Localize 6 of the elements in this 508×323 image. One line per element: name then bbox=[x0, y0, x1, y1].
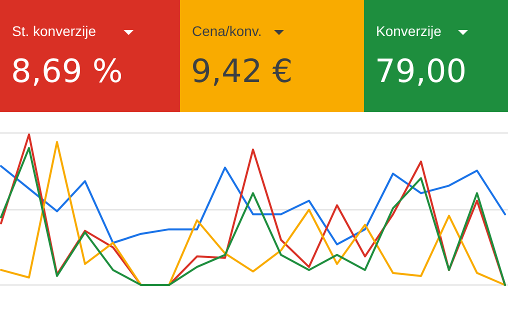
category-label: Konverzije bbox=[376, 23, 442, 39]
text: 79,00 bbox=[375, 52, 467, 90]
category-label: Cena/konv. bbox=[192, 23, 262, 39]
category-label: St. konverzije bbox=[12, 23, 96, 39]
text: 9,42 € bbox=[191, 52, 293, 90]
text: 8,69 % bbox=[11, 52, 123, 90]
